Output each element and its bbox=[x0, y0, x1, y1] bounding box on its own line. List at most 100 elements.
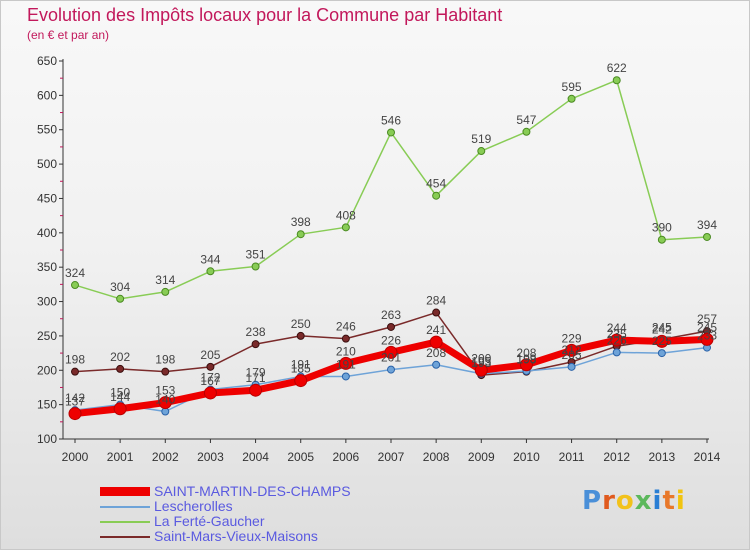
data-label: 351 bbox=[246, 247, 266, 261]
data-point bbox=[161, 367, 170, 376]
data-point bbox=[522, 127, 531, 136]
legend-label: La Ferté-Gaucher bbox=[154, 513, 265, 529]
logo-letter: i bbox=[675, 486, 686, 516]
legend-swatch bbox=[100, 521, 150, 523]
data-point bbox=[296, 331, 305, 340]
data-point bbox=[341, 223, 350, 232]
data-point bbox=[657, 349, 666, 358]
data-point bbox=[116, 364, 125, 373]
data-point bbox=[655, 334, 669, 348]
data-point bbox=[71, 367, 79, 376]
data-label: 225 bbox=[652, 334, 672, 348]
data-label: 314 bbox=[155, 273, 175, 287]
data-label: 284 bbox=[426, 294, 446, 308]
chart-title: Evolution des Impôts locaux pour la Comm… bbox=[27, 5, 503, 25]
data-label: 263 bbox=[381, 308, 401, 322]
x-tick-label: 2003 bbox=[197, 450, 224, 464]
data-label: 171 bbox=[246, 371, 266, 385]
data-point bbox=[158, 396, 172, 410]
data-point bbox=[116, 294, 125, 303]
series-1 bbox=[68, 332, 714, 421]
data-label: 144 bbox=[110, 390, 130, 404]
x-tick-label: 2002 bbox=[152, 450, 179, 464]
data-label: 241 bbox=[426, 323, 446, 337]
data-point bbox=[294, 374, 308, 388]
data-label: 185 bbox=[291, 362, 311, 376]
y-tick-label: 550 bbox=[37, 123, 57, 137]
data-label: 235 bbox=[607, 327, 627, 341]
logo-letter: t bbox=[662, 486, 676, 516]
data-point bbox=[612, 76, 621, 85]
data-point bbox=[161, 287, 170, 296]
data-label: 142 bbox=[65, 391, 85, 405]
data-label: 226 bbox=[381, 333, 401, 347]
legend-label: Saint-Mars-Vieux-Maisons bbox=[154, 528, 318, 544]
data-label: 172 bbox=[200, 371, 220, 385]
data-point bbox=[113, 402, 127, 416]
data-label: 208 bbox=[516, 346, 536, 360]
data-point bbox=[703, 232, 711, 241]
data-point bbox=[71, 281, 79, 290]
y-tick-label: 250 bbox=[37, 329, 57, 343]
data-label: 191 bbox=[291, 357, 311, 371]
data-point bbox=[203, 386, 217, 400]
x-tick-label: 2004 bbox=[242, 450, 269, 464]
legend-swatch bbox=[100, 487, 150, 496]
y-tick-label: 500 bbox=[37, 157, 57, 171]
x-tick-label: 2000 bbox=[62, 450, 89, 464]
data-label: 167 bbox=[200, 374, 220, 388]
y-tick-label: 350 bbox=[37, 260, 57, 274]
data-point bbox=[341, 372, 350, 381]
data-point bbox=[249, 383, 263, 397]
data-label: 212 bbox=[562, 343, 582, 357]
data-point bbox=[68, 407, 82, 421]
x-tick-label: 2006 bbox=[333, 450, 360, 464]
x-tick-label: 2013 bbox=[649, 450, 676, 464]
data-label: 199 bbox=[516, 352, 536, 366]
y-tick-label: 400 bbox=[37, 226, 57, 240]
data-point bbox=[432, 191, 441, 200]
data-point bbox=[657, 235, 666, 244]
data-point bbox=[341, 334, 350, 343]
data-point bbox=[519, 358, 533, 372]
y-tick-label: 100 bbox=[37, 432, 57, 446]
data-point bbox=[206, 362, 215, 371]
x-tick-label: 2010 bbox=[513, 450, 540, 464]
x-tick-label: 2009 bbox=[468, 450, 495, 464]
data-label: 454 bbox=[426, 177, 446, 191]
data-label: 153 bbox=[155, 384, 175, 398]
data-label: 547 bbox=[516, 113, 536, 127]
data-point bbox=[206, 267, 215, 276]
data-label: 229 bbox=[562, 331, 582, 345]
logo-letter: x bbox=[634, 486, 653, 516]
data-label: 193 bbox=[471, 356, 491, 370]
data-point bbox=[567, 94, 576, 103]
data-label: 250 bbox=[291, 317, 311, 331]
data-label: 198 bbox=[516, 353, 536, 367]
data-label: 150 bbox=[110, 386, 130, 400]
x-tick-label: 2011 bbox=[559, 450, 585, 464]
data-point bbox=[384, 345, 398, 359]
data-label: 198 bbox=[155, 353, 175, 367]
logo-letter: o bbox=[615, 486, 635, 516]
data-point bbox=[610, 333, 624, 347]
data-point bbox=[567, 362, 576, 371]
data-label: 208 bbox=[426, 346, 446, 360]
data-label: 390 bbox=[652, 221, 672, 235]
legend-swatch bbox=[100, 536, 150, 538]
data-label: 205 bbox=[200, 348, 220, 362]
data-point bbox=[251, 340, 260, 349]
data-label: 394 bbox=[697, 218, 717, 232]
data-label: 242 bbox=[652, 322, 672, 336]
data-point bbox=[339, 356, 353, 370]
data-point bbox=[432, 308, 441, 317]
data-point bbox=[612, 348, 621, 357]
data-label: 519 bbox=[471, 132, 491, 146]
x-tick-label: 2008 bbox=[423, 450, 450, 464]
x-tick-label: 2014 bbox=[694, 450, 721, 464]
y-tick-label: 300 bbox=[37, 295, 57, 309]
data-label: 408 bbox=[336, 208, 356, 222]
data-label: 195 bbox=[471, 355, 491, 369]
y-tick-label: 200 bbox=[37, 363, 57, 377]
